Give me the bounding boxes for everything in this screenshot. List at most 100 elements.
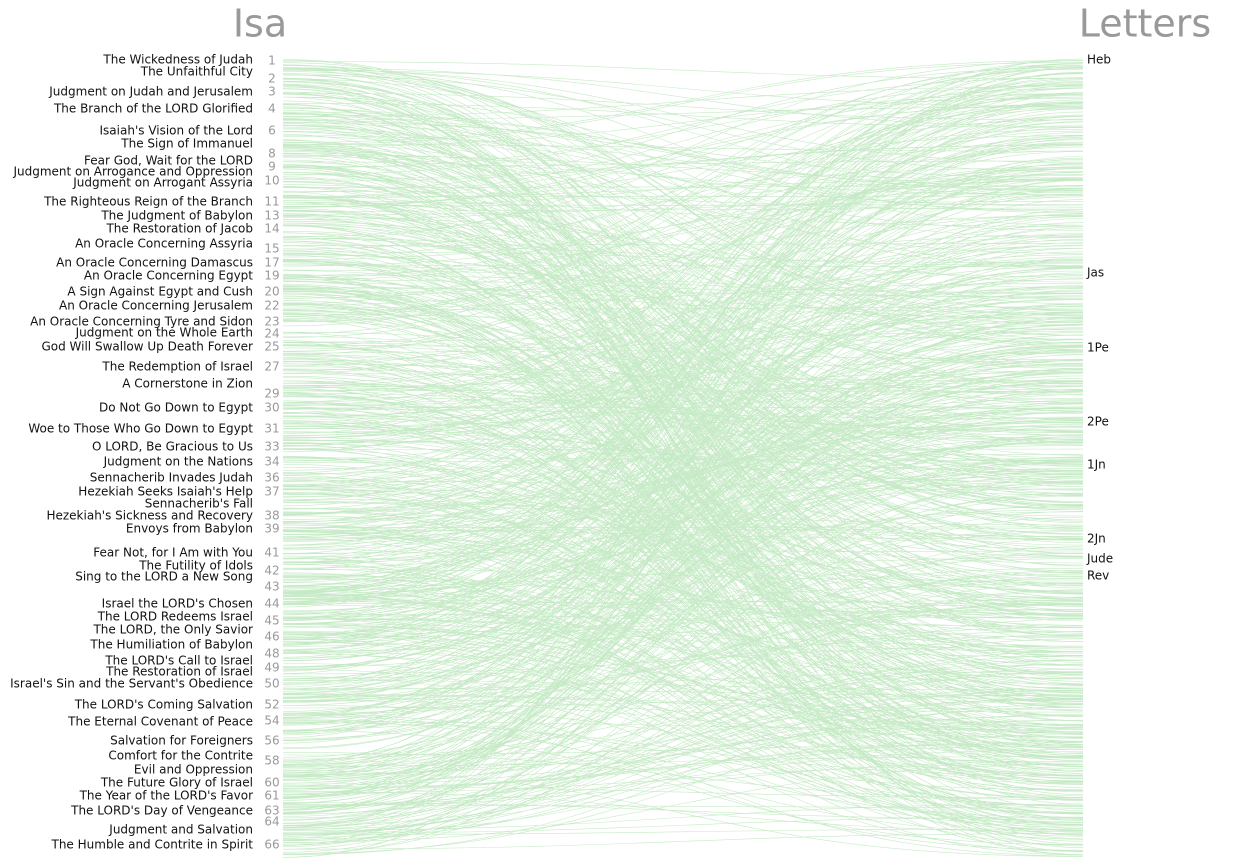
chapter-number: 27 — [264, 360, 279, 374]
chapter-number: 37 — [264, 485, 279, 499]
chapter-number: 54 — [264, 714, 279, 728]
section-heading: Envoys from Babylon — [126, 522, 253, 536]
section-heading: The Eternal Covenant of Peace — [67, 715, 253, 729]
chapter-number: 14 — [264, 222, 279, 236]
section-heading: Evil and Oppression — [134, 763, 253, 777]
chapter-number: 15 — [264, 242, 279, 256]
chapter-number: 49 — [264, 661, 279, 675]
section-heading: The LORD's Coming Salvation — [74, 698, 253, 712]
chapter-number: 66 — [264, 838, 279, 852]
chapter-number: 9 — [268, 160, 276, 174]
section-heading: The Branch of the LORD Glorified — [53, 102, 253, 116]
section-heading: Isaiah's Vision of the Lord — [100, 124, 253, 138]
chapter-number: 2 — [268, 72, 276, 86]
chapter-number: 63 — [264, 804, 279, 818]
book-label: 1Jn — [1087, 458, 1106, 472]
section-heading: The Humble and Contrite in Spirit — [51, 838, 254, 852]
section-heading: The Wickedness of Judah — [102, 53, 253, 67]
section-heading: Sennacherib's Fall — [145, 497, 253, 511]
chapter-number: 46 — [264, 630, 279, 644]
chapter-number: 13 — [264, 209, 279, 223]
chapter-number: 8 — [268, 147, 276, 161]
section-heading: Judgment on the Nations — [103, 455, 253, 469]
section-heading: Judgment on the Whole Earth — [75, 326, 253, 340]
chapter-number: 61 — [264, 789, 279, 803]
section-heading: God Will Swallow Up Death Forever — [41, 340, 253, 354]
section-heading: A Sign Against Egypt and Cush — [67, 285, 253, 299]
book-label: Jas — [1086, 266, 1104, 280]
section-heading: Hezekiah Seeks Isaiah's Help — [78, 485, 253, 499]
section-heading: An Oracle Concerning Egypt — [84, 269, 253, 283]
section-heading: The Futility of Idols — [138, 559, 253, 573]
chapter-number: 31 — [264, 422, 279, 436]
book-label: Jude — [1086, 552, 1113, 566]
section-heading: Judgment on Arrogant Assyria — [72, 176, 253, 190]
chapter-number: 44 — [264, 597, 279, 611]
chapter-number: 36 — [264, 471, 279, 485]
chapter-number: 38 — [264, 509, 279, 523]
chapter-number: 29 — [264, 387, 279, 401]
chapter-number: 25 — [264, 340, 279, 354]
chapter-number: 3 — [268, 85, 276, 99]
chapter-number: 56 — [264, 734, 279, 748]
chapter-number: 41 — [264, 546, 279, 560]
section-heading: Salvation for Foreigners — [110, 734, 253, 748]
section-heading: O LORD, Be Gracious to Us — [92, 440, 253, 454]
book-label: 1Pe — [1087, 341, 1109, 355]
chapter-number: 1 — [268, 54, 276, 68]
section-heading: The Restoration of Israel — [105, 665, 253, 679]
chapter-number: 64 — [264, 815, 279, 829]
section-heading: The Unfaithful City — [140, 65, 253, 79]
chapter-number: 22 — [264, 299, 279, 313]
chapter-number: 42 — [264, 564, 279, 578]
section-heading: A Cornerstone in Zion — [122, 377, 253, 391]
chapter-number: 33 — [264, 440, 279, 454]
chapter-number: 23 — [264, 315, 279, 329]
section-heading: The Humiliation of Babylon — [89, 638, 253, 652]
section-heading: Woe to Those Who Go Down to Egypt — [28, 422, 253, 436]
chapter-number: 30 — [264, 401, 279, 415]
links — [282, 58, 1084, 858]
section-heading: The Future Glory of Israel — [100, 776, 253, 790]
section-heading: The Sign of Immanuel — [120, 137, 253, 151]
chapter-number: 10 — [264, 174, 279, 188]
chapter-number: 17 — [264, 256, 279, 270]
section-heading: The Righteous Reign of the Branch — [43, 195, 253, 209]
book-label: Heb — [1087, 53, 1111, 67]
section-heading: Comfort for the Contrite — [108, 749, 253, 763]
section-heading: An Oracle Concerning Assyria — [75, 237, 253, 251]
chapter-number: 60 — [264, 776, 279, 790]
section-heading: Fear Not, for I Am with You — [93, 546, 253, 560]
section-heading: Hezekiah's Sickness and Recovery — [46, 509, 253, 523]
section-heading: An Oracle Concerning Jerusalem — [59, 299, 253, 313]
section-heading: The Year of the LORD's Favor — [79, 789, 253, 803]
section-heading: Israel's Sin and the Servant's Obedience — [10, 677, 253, 691]
book-label: 2Jn — [1087, 532, 1106, 546]
section-heading: Judgment on Judah and Jerusalem — [48, 85, 253, 99]
chapter-number: 50 — [264, 677, 279, 691]
left-title: Isa — [233, 2, 287, 46]
section-heading: An Oracle Concerning Tyre and Sidon — [30, 315, 253, 329]
link-curves — [282, 58, 1084, 858]
chapter-number: 24 — [264, 327, 279, 341]
chapter-number: 34 — [264, 455, 279, 469]
section-heading: Sing to the LORD a New Song — [75, 570, 253, 584]
chapter-number: 4 — [268, 102, 276, 116]
right-title: Letters — [1079, 2, 1211, 46]
section-heading: Sennacherib Invades Judah — [90, 471, 253, 485]
chapter-number: 48 — [264, 647, 279, 661]
section-heading: The LORD's Day of Vengeance — [70, 804, 253, 818]
section-heading: The LORD Redeems Israel — [97, 610, 253, 624]
section-heading: The Judgment of Babylon — [100, 209, 253, 223]
section-heading: The Restoration of Jacob — [105, 222, 253, 236]
section-heading: Judgment and Salvation — [108, 823, 253, 837]
section-heading: The Redemption of Israel — [101, 360, 253, 374]
book-label: Rev — [1087, 569, 1109, 583]
chapter-number: 45 — [264, 614, 279, 628]
section-heading: Do Not Go Down to Egypt — [99, 401, 253, 415]
section-heading: Fear God, Wait for the LORD — [84, 154, 253, 168]
chapter-number: 39 — [264, 522, 279, 536]
chapter-number: 20 — [264, 285, 279, 299]
chapter-number: 6 — [268, 124, 276, 138]
